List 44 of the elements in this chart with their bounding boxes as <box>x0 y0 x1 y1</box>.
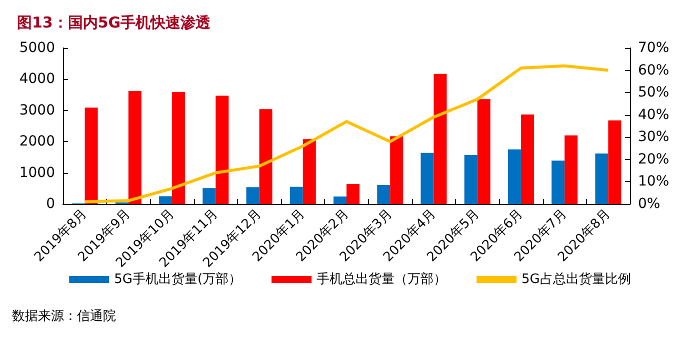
bar <box>346 184 360 204</box>
y2-tick-label: 0% <box>638 196 660 212</box>
y2-tick-label: 40% <box>638 106 670 123</box>
bar <box>420 152 434 204</box>
y2-tick-label: 50% <box>638 84 670 101</box>
bar <box>464 155 478 204</box>
y-tick-label: 2000 <box>19 134 55 150</box>
legend-label: 5G手机出货量(万部） <box>114 272 242 287</box>
bar <box>520 114 534 204</box>
bar <box>552 160 565 204</box>
source-note: 数据来源：信通院 <box>12 309 116 324</box>
line-series <box>83 64 610 204</box>
bar <box>202 188 216 204</box>
y-tick-label: 4000 <box>19 71 55 88</box>
y2-tick-label: 10% <box>638 174 670 190</box>
bar <box>128 91 142 204</box>
bar <box>172 92 186 204</box>
y2-tick-label: 70% <box>638 40 670 56</box>
bar <box>434 74 447 204</box>
y2-tick-label: 60% <box>638 62 670 78</box>
bar <box>334 196 346 204</box>
legend-label: 手机总出货量（万部） <box>316 272 447 287</box>
bar <box>564 135 578 204</box>
y-tick-label: 5000 <box>19 40 55 56</box>
bar <box>290 186 303 204</box>
bar <box>595 153 608 204</box>
chart-title: 图13：国内5G手机快速渗透 <box>17 14 212 32</box>
bar <box>246 187 260 204</box>
legend-label: 5G占总出货量比例 <box>522 272 631 287</box>
y2-tick-label: 20% <box>638 151 670 168</box>
bar <box>377 184 390 204</box>
y-tick-label: 3000 <box>19 102 55 118</box>
bar <box>216 96 229 204</box>
bar <box>259 109 272 204</box>
y-tick-label: 1000 <box>19 164 55 181</box>
bar <box>390 136 404 204</box>
y-tick-label: 0 <box>46 196 55 212</box>
bar <box>84 108 98 204</box>
bar <box>508 149 521 204</box>
bar <box>159 196 172 204</box>
bar <box>608 120 622 204</box>
y2-tick-label: 30% <box>638 129 670 146</box>
bar <box>477 99 490 204</box>
bar <box>302 139 316 204</box>
